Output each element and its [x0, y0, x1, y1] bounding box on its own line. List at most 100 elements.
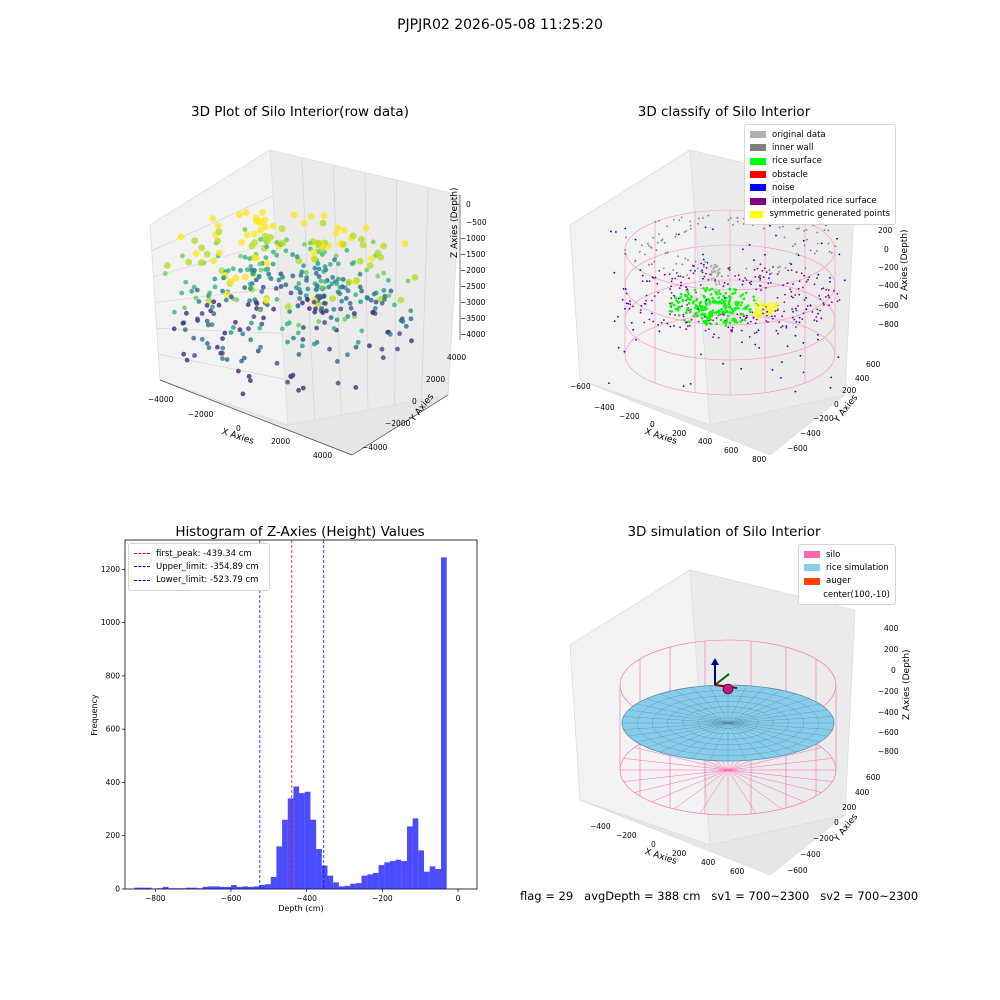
- interpolated-point: [823, 303, 825, 306]
- inner-wall-point: [689, 220, 692, 223]
- raw-ytick: −2000: [385, 419, 411, 428]
- classify-plot-title: 3D classify of Silo Interior: [637, 104, 811, 120]
- rice-surface-point: [728, 287, 731, 291]
- rice-surface-point: [721, 298, 724, 302]
- noise-point: [673, 294, 675, 297]
- raw-3d-plot[interactable]: [130, 125, 500, 470]
- raw-xtick: −4000: [148, 395, 174, 404]
- inner-wall-point: [666, 251, 669, 254]
- inner-wall-point: [685, 230, 688, 232]
- interpolated-point: [663, 273, 666, 276]
- x-tick-label: −200: [372, 894, 393, 903]
- histogram-bar: [270, 877, 277, 889]
- interpolated-point: [742, 280, 744, 282]
- scatter-point: [318, 278, 324, 284]
- rice-surface-point: [728, 305, 732, 308]
- inner-wall-point: [660, 239, 663, 242]
- scatter-point: [298, 290, 303, 296]
- scatter-point: [317, 249, 323, 255]
- cls-ztick: −800: [878, 320, 899, 329]
- inner-wall-point: [686, 274, 689, 277]
- inner-wall-point: [792, 245, 794, 247]
- histogram-title: Histogram of Z-Axies (Height) Values: [175, 524, 425, 540]
- scatter-point: [245, 302, 251, 308]
- interpolated-point: [783, 301, 786, 303]
- symmetric-point: [755, 307, 759, 311]
- noise-point: [658, 330, 661, 333]
- noise-point: [798, 321, 801, 324]
- interpolated-point: [685, 328, 687, 330]
- original-point: [714, 270, 717, 273]
- noise-point: [820, 242, 823, 245]
- scatter-point: [312, 309, 318, 315]
- cls-xtick: 0: [650, 420, 655, 429]
- rice-surface-point: [722, 304, 726, 308]
- mesh-spoke: [727, 689, 782, 724]
- interpolated-point: [766, 314, 768, 317]
- interpolated-point: [706, 261, 709, 264]
- simulation-3d-plot[interactable]: [555, 545, 900, 890]
- inner-wall-point: [788, 262, 791, 265]
- scatter-point: [209, 322, 215, 327]
- y-tick-label: 600: [106, 725, 121, 734]
- legend-swatch: [804, 591, 817, 598]
- cls-xtick: 800: [752, 455, 767, 464]
- histogram-bar: [287, 798, 294, 889]
- scatter-point: [284, 237, 289, 243]
- cls-ytick: −200: [813, 414, 834, 423]
- legend-swatch: [804, 551, 820, 559]
- raw-z-label: Z Axies (Depth): [450, 187, 460, 258]
- inner-wall-point: [648, 264, 650, 266]
- scatter-point: [329, 281, 335, 287]
- interpolated-point: [728, 268, 731, 271]
- interpolated-point: [693, 265, 695, 267]
- scatter-point: [307, 213, 315, 220]
- inner-wall-point: [703, 265, 705, 268]
- scatter-point: [359, 288, 364, 294]
- original-point: [717, 280, 721, 283]
- scatter-point: [252, 268, 257, 273]
- original-point: [717, 273, 720, 276]
- scatter-point: [248, 378, 253, 383]
- scatter-point: [198, 244, 206, 252]
- floor-spoke: [673, 769, 729, 810]
- scatter-point: [220, 345, 226, 351]
- scatter-point: [212, 284, 218, 290]
- noise-point: [802, 371, 805, 374]
- mesh-spoke: [709, 722, 729, 761]
- noise-point: [742, 248, 744, 251]
- interpolated-point: [778, 321, 780, 323]
- histogram-chart[interactable]: −800 −600 −400 −200 0 020040060080010001200 …: [70, 535, 490, 920]
- rice-surface-point: [707, 298, 710, 301]
- raw-ztick: 0: [466, 200, 471, 209]
- interpolated-point: [660, 321, 663, 324]
- mesh-spoke: [727, 722, 765, 759]
- interpolated-point: [819, 298, 822, 300]
- inner-wall-point: [678, 219, 681, 222]
- noise-point: [775, 234, 777, 237]
- noise-point: [817, 338, 819, 341]
- inner-wall-point: [644, 253, 646, 256]
- scatter-point: [211, 299, 217, 305]
- scatter-point: [350, 232, 357, 240]
- interpolated-point: [836, 293, 839, 295]
- rice-surface-point: [717, 296, 721, 299]
- interpolated-point: [744, 317, 747, 320]
- scatter-point: [336, 261, 341, 267]
- original-point: [718, 267, 721, 271]
- rice-surface-point: [724, 322, 728, 325]
- interpolated-point: [754, 276, 757, 278]
- scatter-point: [338, 306, 344, 312]
- rice-surface-point: [720, 302, 723, 305]
- interpolated-point: [727, 326, 730, 329]
- scatter-point: [172, 309, 177, 315]
- inner-wall-point: [707, 214, 710, 217]
- interpolated-point: [776, 273, 779, 275]
- interpolated-point: [756, 267, 759, 270]
- gridline: [364, 172, 369, 411]
- inner-wall-point: [798, 227, 800, 230]
- raw-ztick: −1500: [460, 250, 486, 259]
- legend-label: interpolated rice surface: [772, 196, 877, 207]
- interpolated-point: [827, 294, 830, 297]
- inner-wall-point: [768, 269, 771, 271]
